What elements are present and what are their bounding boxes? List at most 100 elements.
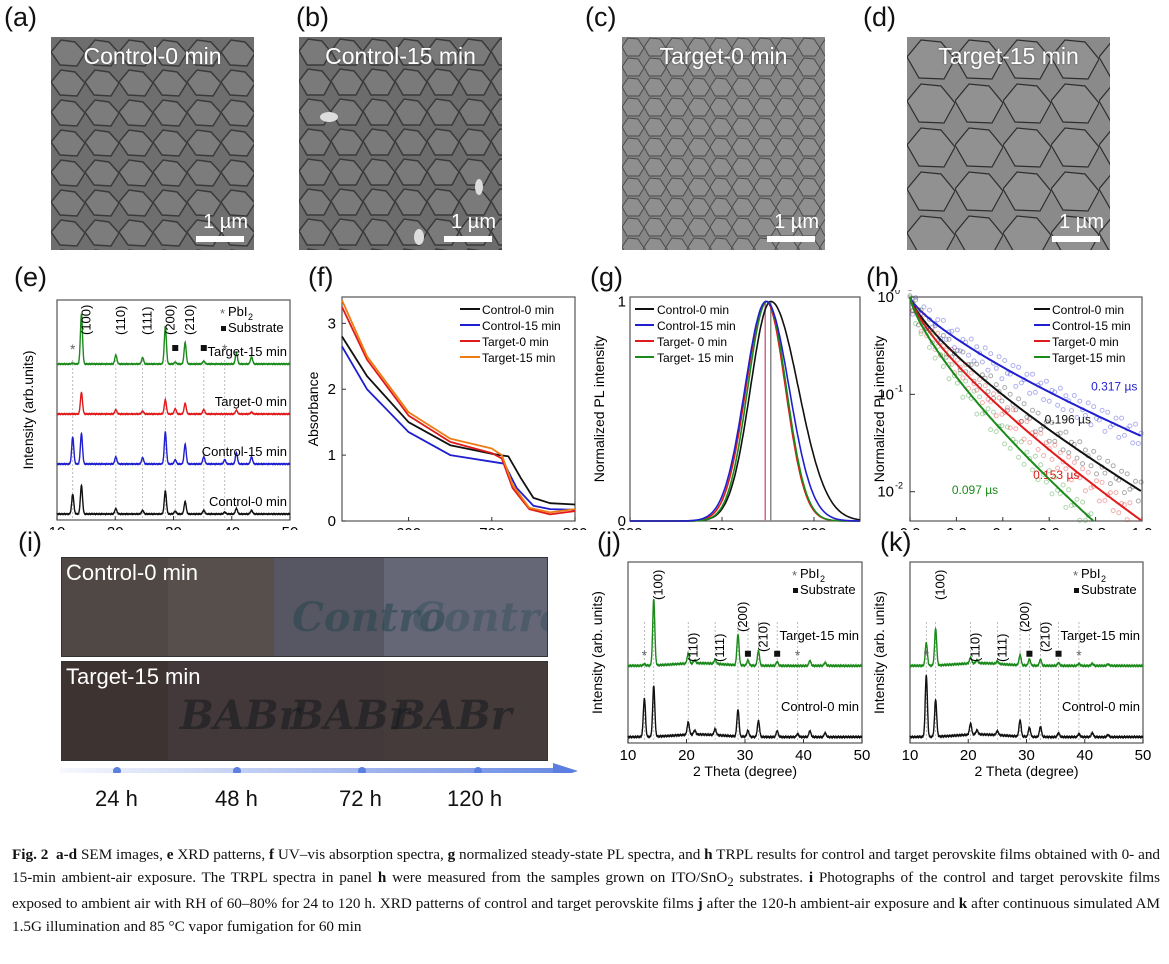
data-point bbox=[960, 394, 966, 400]
data-point bbox=[971, 388, 977, 394]
data-point bbox=[952, 351, 957, 357]
data-point bbox=[1121, 432, 1127, 438]
data-point bbox=[924, 325, 930, 331]
data-point bbox=[1021, 401, 1027, 407]
sem-image-control-15: Control-15 min 1 µm bbox=[299, 37, 502, 250]
substrate-marker bbox=[1055, 650, 1062, 657]
data-point bbox=[1088, 485, 1094, 491]
data-point bbox=[1107, 424, 1113, 430]
lifetime-label: 0.196 µs bbox=[1045, 413, 1091, 427]
data-point bbox=[1049, 456, 1055, 462]
photo-24h bbox=[62, 558, 168, 656]
scale-bar-label: 1 µm bbox=[203, 211, 248, 233]
trpl-chart-h: 0.00.20.40.60.81.0Time (µs)Normalized PL… bbox=[871, 290, 1152, 530]
x-tick-label: 10 bbox=[902, 747, 919, 764]
legend-label: Target- 0 min bbox=[657, 335, 727, 349]
data-point bbox=[960, 375, 966, 381]
legend-label: Control-0 min bbox=[482, 303, 554, 317]
scale-bar-label: 1 µm bbox=[774, 211, 819, 233]
fit-line bbox=[909, 296, 1094, 522]
legend-label: Control-15 min bbox=[482, 319, 561, 333]
xrd-chart-j: 10 20 30 40 50 2 Theta (degree) Intensity (arb… bbox=[590, 561, 870, 779]
time-label: 24 h bbox=[95, 786, 138, 811]
series-label: Control-0 min bbox=[1062, 699, 1140, 714]
data-point bbox=[1074, 415, 1080, 420]
data-point bbox=[968, 336, 974, 342]
data-point bbox=[1007, 391, 1013, 397]
data-point bbox=[1096, 455, 1102, 461]
data-point bbox=[991, 391, 996, 397]
legend-square-icon bbox=[221, 326, 226, 331]
data-point bbox=[1052, 474, 1058, 480]
caption-fig-label: Fig. 2 bbox=[12, 846, 49, 863]
data-point bbox=[929, 331, 935, 337]
data-point bbox=[993, 413, 999, 419]
x-tick-label: 30 bbox=[165, 524, 182, 530]
data-point bbox=[1133, 421, 1138, 427]
data-point bbox=[993, 365, 999, 371]
data-point bbox=[935, 317, 941, 323]
data-point bbox=[1043, 440, 1049, 446]
data-point bbox=[1099, 407, 1105, 413]
series-label: Target-0 min bbox=[215, 394, 287, 409]
data-point bbox=[977, 377, 983, 382]
y-tick-exponent: -2 bbox=[895, 481, 903, 491]
data-point bbox=[918, 331, 924, 337]
data-point bbox=[1038, 462, 1044, 468]
data-point bbox=[1016, 396, 1022, 402]
ink-writing: BABr bbox=[290, 692, 410, 739]
x-tick-label: 10 bbox=[49, 524, 66, 530]
data-point bbox=[1018, 418, 1024, 424]
data-point bbox=[1127, 423, 1133, 429]
series-line bbox=[56, 431, 291, 466]
legend-label: Control-0 min bbox=[1052, 303, 1124, 317]
series-line bbox=[627, 685, 863, 740]
legend-label: Target-0 min bbox=[1052, 335, 1119, 349]
data-point bbox=[996, 354, 1002, 360]
timeline-dot bbox=[474, 767, 482, 773]
peak-label: (210) bbox=[1037, 622, 1052, 652]
peak-label: (100) bbox=[651, 570, 666, 600]
data-point bbox=[949, 328, 955, 334]
data-point bbox=[1024, 419, 1030, 425]
peak-label: (111) bbox=[140, 307, 155, 335]
data-point bbox=[1002, 385, 1008, 390]
data-point bbox=[1080, 466, 1086, 472]
data-point bbox=[1063, 466, 1069, 472]
y-tick-label: 0 bbox=[618, 513, 626, 530]
data-point bbox=[1007, 445, 1013, 451]
x-tick-label: 20 bbox=[960, 747, 977, 764]
y-tick-exponent: -1 bbox=[895, 383, 903, 393]
sem-texture bbox=[907, 37, 1110, 250]
peak-label: (210) bbox=[182, 305, 197, 335]
data-point bbox=[940, 317, 946, 323]
data-point bbox=[999, 423, 1005, 429]
data-point bbox=[988, 351, 994, 357]
plot-frame bbox=[909, 296, 1143, 522]
x-tick-label: 800 bbox=[801, 525, 826, 530]
data-point bbox=[1094, 471, 1099, 477]
data-point bbox=[1027, 440, 1033, 445]
data-point bbox=[1049, 491, 1055, 497]
data-point bbox=[1016, 364, 1022, 370]
legend-label: Target-0 min bbox=[482, 335, 549, 349]
caption-segment: 2 bbox=[727, 874, 734, 889]
panel-label-h: (h) bbox=[866, 262, 899, 292]
peak-label: (200) bbox=[1017, 602, 1032, 632]
data-point bbox=[943, 337, 949, 342]
y-tick-label: 1 bbox=[328, 447, 336, 464]
data-point bbox=[1124, 471, 1130, 477]
legend-subscript: 2 bbox=[248, 312, 253, 322]
series-label: Target-15 min bbox=[780, 628, 859, 643]
data-point bbox=[1049, 420, 1055, 426]
data-point bbox=[977, 394, 983, 400]
data-point bbox=[1121, 490, 1127, 496]
pbi2-marker: * bbox=[642, 647, 648, 663]
peak-label: (110) bbox=[113, 306, 128, 335]
y-axis-label: Intensity (arb. units) bbox=[871, 591, 887, 714]
timeline-dot bbox=[233, 767, 241, 773]
caption-segment: UV–vis absorption spectra, bbox=[274, 846, 448, 863]
data-point bbox=[954, 327, 960, 333]
data-point bbox=[1063, 393, 1069, 399]
sem-title: Control-0 min bbox=[83, 43, 222, 69]
